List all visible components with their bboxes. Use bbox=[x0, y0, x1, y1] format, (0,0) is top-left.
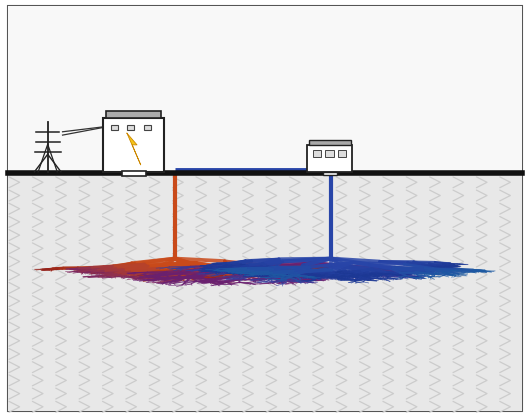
Bar bbox=[8, 6, 522, 173]
Bar bbox=[107, 111, 161, 118]
Bar bbox=[111, 125, 118, 130]
Bar bbox=[144, 125, 151, 130]
FancyBboxPatch shape bbox=[8, 6, 522, 411]
Bar bbox=[127, 125, 135, 130]
Polygon shape bbox=[127, 133, 141, 165]
Bar bbox=[309, 140, 351, 145]
Bar bbox=[323, 171, 337, 175]
Bar bbox=[307, 145, 352, 172]
Bar bbox=[325, 150, 333, 157]
Bar bbox=[122, 171, 146, 176]
Bar bbox=[313, 150, 321, 157]
Bar bbox=[8, 173, 522, 411]
Bar bbox=[338, 150, 346, 157]
Bar bbox=[103, 118, 164, 172]
